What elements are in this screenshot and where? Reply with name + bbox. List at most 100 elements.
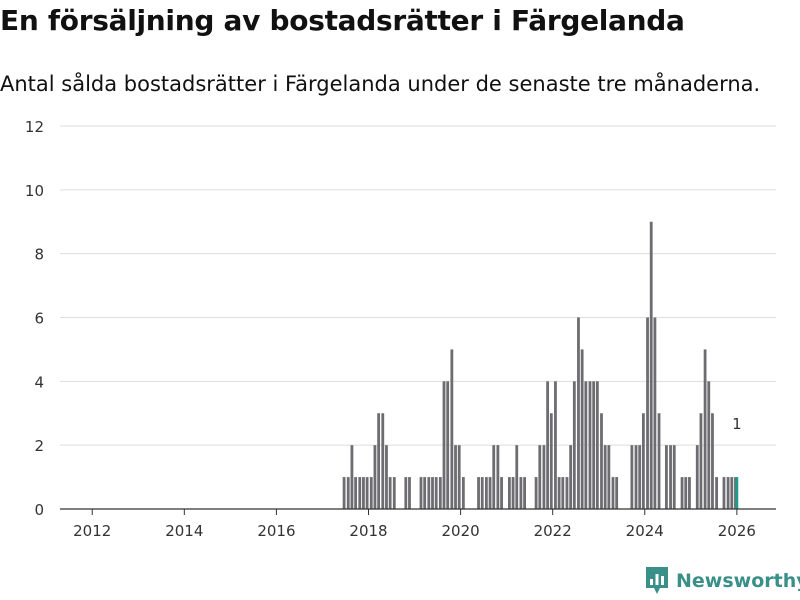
bar	[423, 477, 427, 509]
bar	[672, 445, 676, 509]
bar	[454, 445, 457, 509]
bar	[722, 477, 726, 509]
bar	[438, 477, 442, 509]
bar	[457, 445, 461, 509]
bar	[569, 445, 573, 509]
axes	[60, 508, 776, 515]
bar	[557, 477, 561, 509]
bar	[595, 381, 599, 509]
bar	[653, 317, 657, 509]
bar	[715, 477, 719, 509]
x-tick-label: 2016	[257, 522, 295, 540]
bar	[492, 445, 496, 509]
labels: 0 2 4 6 8 10 12 2012 2014 2016 2018 2020 2022 2024 202…	[25, 118, 756, 540]
x-tick-label: 2012	[73, 522, 111, 540]
bar	[735, 477, 739, 509]
bar	[607, 445, 611, 509]
bar	[542, 445, 546, 509]
bar	[592, 381, 596, 509]
y-tick-label: 10	[25, 182, 44, 200]
y-tick-label: 4	[34, 373, 44, 391]
bar	[699, 413, 703, 509]
bar	[615, 477, 619, 509]
bar	[358, 477, 362, 509]
x-tick-label: 2022	[534, 522, 572, 540]
bar	[484, 477, 488, 509]
bar	[515, 445, 519, 509]
bar	[646, 317, 649, 509]
bar	[695, 445, 699, 509]
bar	[450, 349, 454, 509]
bar	[519, 477, 523, 509]
bar	[511, 477, 515, 509]
bar	[584, 381, 588, 509]
bar	[377, 413, 381, 509]
bar	[572, 381, 576, 509]
x-tick-label: 2014	[165, 522, 203, 540]
bar	[611, 477, 615, 509]
bar	[669, 445, 672, 509]
y-tick-label: 8	[34, 246, 44, 264]
bar	[354, 477, 358, 509]
bar	[350, 445, 354, 509]
bar	[507, 477, 511, 509]
bar	[649, 221, 653, 509]
x-tick-label: 2020	[441, 522, 479, 540]
bar	[342, 477, 346, 509]
bar	[634, 445, 638, 509]
bar	[369, 477, 373, 509]
y-tick-label: 2	[34, 437, 44, 455]
bar	[565, 477, 569, 509]
bar	[500, 477, 503, 509]
bar	[546, 381, 550, 509]
chart-subtitle: Antal sålda bostadsrätter i Färgelanda u…	[0, 72, 761, 96]
bar	[603, 445, 607, 509]
bar	[404, 477, 408, 509]
bar	[680, 477, 684, 509]
chart-title: En försäljning av bostadsrätter i Färgel…	[0, 4, 685, 37]
x-tick-label: 2026	[718, 522, 756, 540]
bar	[477, 477, 480, 509]
bar	[365, 477, 369, 509]
bar	[630, 445, 634, 509]
x-tick-label: 2024	[626, 522, 664, 540]
bar	[442, 381, 446, 509]
bar	[373, 445, 377, 509]
bar	[638, 445, 642, 509]
bar	[488, 477, 492, 509]
gridlines	[60, 125, 776, 446]
bar	[577, 317, 580, 509]
y-tick-label: 12	[25, 118, 44, 136]
bar	[346, 477, 350, 509]
bar	[703, 349, 707, 509]
brand-name: Newsworthy	[676, 570, 800, 592]
bar	[549, 413, 553, 509]
bar	[711, 413, 714, 509]
bar	[554, 381, 557, 509]
bar-chart: 0 2 4 6 8 10 12 2012 2014 2016 2018 2020 2022 2024 202…	[25, 118, 776, 540]
brand-logo[interactable]: Newsworthy	[644, 566, 800, 596]
bar	[392, 477, 396, 509]
bar	[588, 381, 592, 509]
y-tick-label: 6	[34, 310, 44, 328]
bar	[388, 477, 392, 509]
bar	[730, 477, 734, 509]
data-label: 1	[732, 415, 742, 433]
bar	[523, 477, 526, 509]
bar	[446, 381, 450, 509]
bar	[480, 477, 484, 509]
bar	[381, 413, 385, 509]
bar	[684, 477, 688, 509]
bar	[408, 477, 411, 509]
bar	[385, 445, 388, 509]
x-tick-label: 2018	[349, 522, 387, 540]
bar	[707, 381, 711, 509]
bar	[657, 413, 661, 509]
bar	[431, 477, 434, 509]
bar	[362, 477, 365, 509]
bar	[534, 477, 538, 509]
bar	[561, 477, 565, 509]
bar	[434, 477, 438, 509]
bar	[419, 477, 423, 509]
y-tick-label: 0	[34, 501, 44, 519]
